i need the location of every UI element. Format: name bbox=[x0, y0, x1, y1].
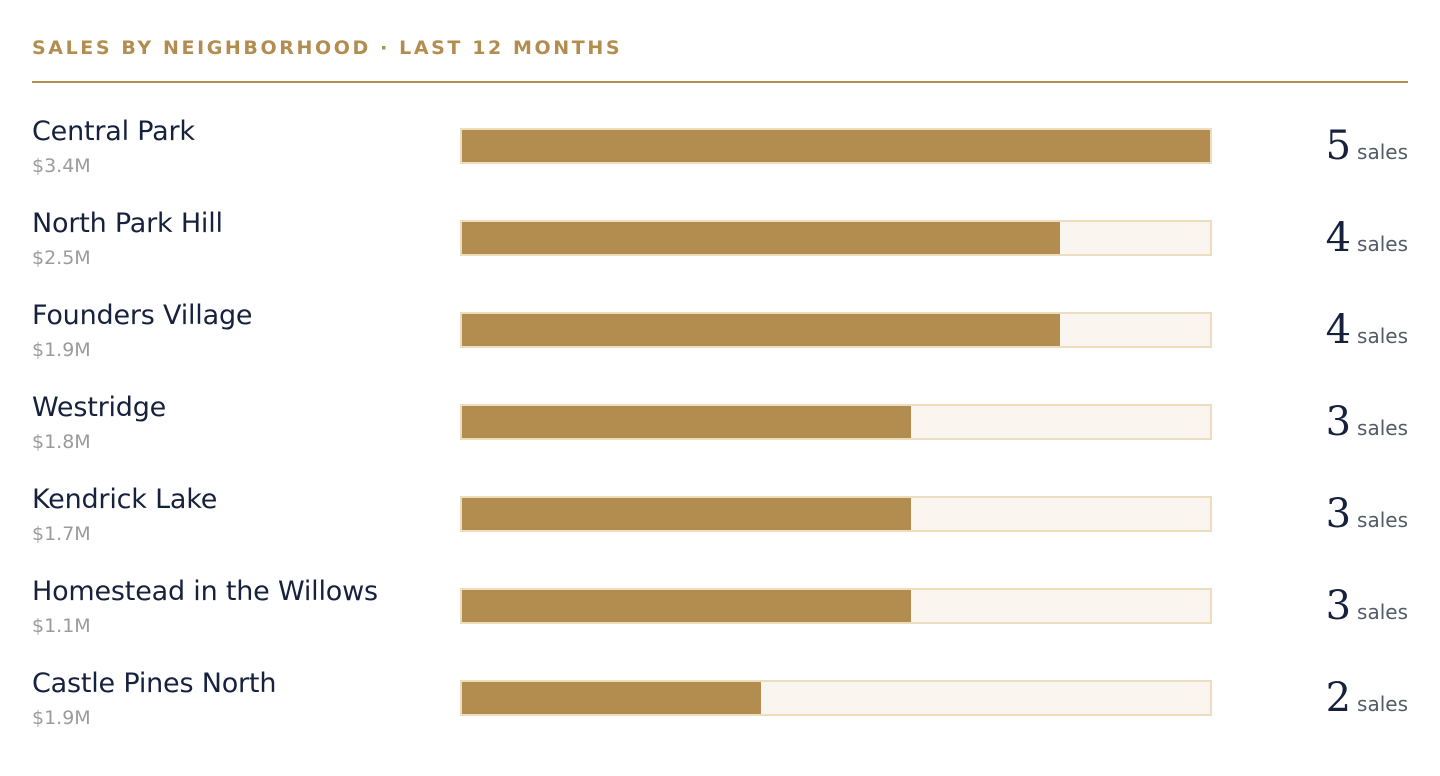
sales-volume: $1.8M bbox=[32, 431, 91, 453]
sales-count-unit: sales bbox=[1357, 508, 1408, 532]
sales-bar bbox=[462, 590, 911, 622]
sales-count-unit: sales bbox=[1357, 140, 1408, 164]
sales-count: 2 sales bbox=[1326, 674, 1408, 722]
sales-bar bbox=[462, 682, 761, 714]
sales-bar bbox=[462, 222, 1060, 254]
sales-volume: $1.7M bbox=[32, 523, 91, 545]
sales-count: 3 sales bbox=[1326, 398, 1408, 446]
bar-track bbox=[460, 680, 1212, 716]
sales-volume: $2.5M bbox=[32, 247, 91, 269]
sales-volume: $3.4M bbox=[32, 155, 91, 177]
bar-track bbox=[460, 220, 1212, 256]
sales-volume: $1.9M bbox=[32, 707, 91, 729]
neighborhood-row: Homestead in the Willows $1.1M 3 sales bbox=[32, 572, 1408, 644]
neighborhood-name: Kendrick Lake bbox=[32, 484, 218, 515]
neighborhood-row: Kendrick Lake $1.7M 3 sales bbox=[32, 480, 1408, 552]
bar-track bbox=[460, 128, 1212, 164]
sales-bar bbox=[462, 498, 911, 530]
sales-count-number: 4 bbox=[1325, 215, 1352, 261]
sales-count-number: 3 bbox=[1325, 491, 1352, 537]
neighborhood-row: North Park Hill $2.5M 4 sales bbox=[32, 204, 1408, 276]
sales-count-number: 4 bbox=[1325, 307, 1352, 353]
sales-bar bbox=[462, 130, 1210, 162]
panel-title: SALES BY NEIGHBORHOOD · LAST 12 MONTHS bbox=[32, 37, 623, 59]
sales-count-unit: sales bbox=[1357, 416, 1408, 440]
bar-track bbox=[460, 312, 1212, 348]
sales-bar bbox=[462, 406, 911, 438]
bar-track bbox=[460, 404, 1212, 440]
sales-count: 5 sales bbox=[1326, 122, 1408, 170]
sales-count-unit: sales bbox=[1357, 692, 1408, 716]
neighborhood-row: Castle Pines North $1.9M 2 sales bbox=[32, 664, 1408, 736]
neighborhood-row: Central Park $3.4M 5 sales bbox=[32, 112, 1408, 184]
neighborhood-name: Central Park bbox=[32, 116, 195, 147]
bar-track bbox=[460, 588, 1212, 624]
neighborhood-name: Homestead in the Willows bbox=[32, 576, 378, 607]
neighborhood-name: Castle Pines North bbox=[32, 668, 277, 699]
sales-count-number: 3 bbox=[1325, 583, 1352, 629]
sales-count-number: 3 bbox=[1325, 399, 1352, 445]
neighborhood-row: Westridge $1.8M 3 sales bbox=[32, 388, 1408, 460]
neighborhood-name: Westridge bbox=[32, 392, 167, 423]
sales-by-neighborhood-panel: SALES BY NEIGHBORHOOD · LAST 12 MONTHS C… bbox=[32, 0, 1408, 776]
sales-count-unit: sales bbox=[1357, 324, 1408, 348]
sales-count-number: 2 bbox=[1325, 675, 1352, 721]
title-divider bbox=[32, 81, 1408, 83]
sales-bar bbox=[462, 314, 1060, 346]
sales-count: 4 sales bbox=[1326, 306, 1408, 354]
sales-count-number: 5 bbox=[1325, 123, 1352, 169]
neighborhood-name: North Park Hill bbox=[32, 208, 223, 239]
sales-count: 3 sales bbox=[1326, 582, 1408, 630]
sales-count: 3 sales bbox=[1326, 490, 1408, 538]
sales-volume: $1.1M bbox=[32, 615, 91, 637]
sales-volume: $1.9M bbox=[32, 339, 91, 361]
sales-count-unit: sales bbox=[1357, 600, 1408, 624]
bar-track bbox=[460, 496, 1212, 532]
neighborhood-row: Founders Village $1.9M 4 sales bbox=[32, 296, 1408, 368]
sales-count: 4 sales bbox=[1326, 214, 1408, 262]
neighborhood-name: Founders Village bbox=[32, 300, 253, 331]
sales-count-unit: sales bbox=[1357, 232, 1408, 256]
